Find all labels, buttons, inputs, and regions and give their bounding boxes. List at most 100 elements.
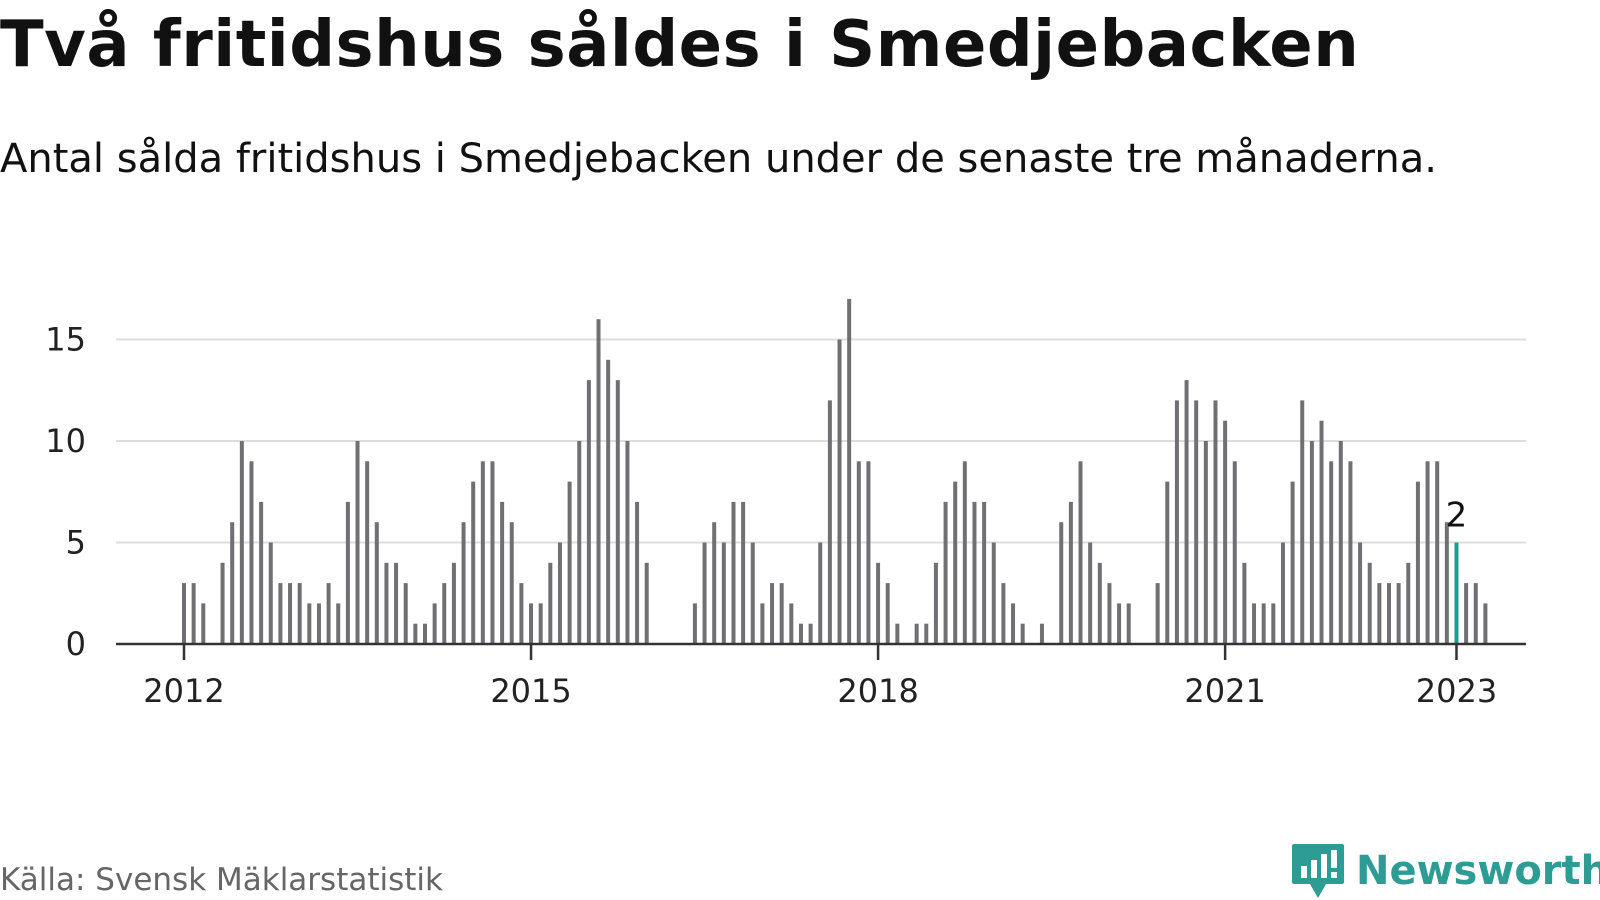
bar xyxy=(1184,380,1189,644)
bar xyxy=(1107,583,1112,644)
bar xyxy=(1473,583,1478,644)
y-tick-label: 10 xyxy=(45,422,86,460)
bar xyxy=(644,562,649,644)
bar xyxy=(1068,501,1073,644)
bar xyxy=(1039,623,1044,644)
bar xyxy=(991,542,996,644)
bar xyxy=(1252,603,1257,644)
bar xyxy=(239,441,244,644)
bar xyxy=(702,542,707,644)
bar xyxy=(567,481,572,644)
bar xyxy=(403,583,408,644)
bar xyxy=(1088,542,1093,644)
bar xyxy=(876,562,881,644)
y-tick-label: 0 xyxy=(66,625,86,663)
bar xyxy=(1242,562,1247,644)
bar xyxy=(1387,583,1391,644)
bar xyxy=(933,562,938,644)
bar xyxy=(182,583,186,644)
bar xyxy=(1165,481,1170,644)
bar xyxy=(1396,583,1401,644)
bar xyxy=(721,542,726,644)
bar xyxy=(1348,461,1353,644)
bar xyxy=(519,583,524,644)
bar xyxy=(1213,400,1218,644)
bar xyxy=(509,522,514,644)
chart-subtitle: Antal sålda fritidshus i Smedjebacken un… xyxy=(0,136,1437,182)
bar xyxy=(692,603,697,644)
bar xyxy=(374,522,379,644)
bar xyxy=(1126,603,1131,644)
bar xyxy=(1454,542,1459,644)
bar xyxy=(345,501,350,644)
bar xyxy=(538,603,543,644)
bar xyxy=(451,562,456,644)
bar xyxy=(413,623,418,644)
bar xyxy=(1464,583,1469,644)
bar xyxy=(1261,603,1266,644)
bar xyxy=(635,501,640,644)
bar xyxy=(1001,583,1006,644)
bar xyxy=(471,481,476,644)
bar xyxy=(355,441,360,644)
bar xyxy=(1329,461,1334,644)
bar xyxy=(1483,603,1488,644)
bar xyxy=(1078,461,1083,644)
y-tick-label: 5 xyxy=(66,524,86,562)
source-note: Källa: Svensk Mäklarstatistik xyxy=(0,862,443,898)
bar xyxy=(731,501,736,644)
brand-logo: Newsworthy xyxy=(1290,842,1600,900)
bar xyxy=(1059,522,1064,644)
bar xyxy=(577,441,582,644)
bar xyxy=(982,501,987,644)
bar xyxy=(972,501,977,644)
bar xyxy=(1280,542,1285,644)
bar xyxy=(760,603,765,644)
bar xyxy=(914,623,919,644)
bar xyxy=(278,583,283,644)
bar xyxy=(461,522,466,644)
bar xyxy=(336,603,341,644)
bar xyxy=(818,542,823,644)
bar xyxy=(365,461,370,644)
bar xyxy=(779,583,784,644)
x-tick-label: 2021 xyxy=(1184,672,1265,710)
bar xyxy=(1367,562,1372,644)
bar xyxy=(808,623,813,644)
bar xyxy=(529,603,534,644)
bar xyxy=(1290,481,1295,644)
bar xyxy=(606,359,611,644)
bar xyxy=(1117,603,1122,644)
bar xyxy=(1300,400,1305,644)
bar xyxy=(500,501,505,644)
bar xyxy=(596,319,601,644)
bar xyxy=(1406,562,1411,644)
bar xyxy=(288,583,293,644)
bar xyxy=(394,562,399,644)
bar xyxy=(1435,461,1440,644)
bar xyxy=(442,583,447,644)
bar xyxy=(943,501,948,644)
bar xyxy=(1194,400,1199,644)
newsworthy-logo-icon xyxy=(1292,844,1344,898)
bar-chart: 0 5 10 15 2012 2015 2018 2021 2023 2 xyxy=(45,298,1526,710)
bar xyxy=(847,298,852,644)
bar xyxy=(326,583,331,644)
bar xyxy=(827,400,832,644)
bar xyxy=(423,623,427,644)
bar xyxy=(1415,481,1420,644)
bar xyxy=(1020,623,1025,644)
bar xyxy=(798,623,803,644)
bar xyxy=(1155,583,1160,644)
bar xyxy=(750,542,755,644)
bar xyxy=(924,623,929,644)
bar xyxy=(712,522,717,644)
last-value-label: 2 xyxy=(1446,496,1468,536)
bar xyxy=(316,603,321,644)
bar xyxy=(1203,441,1208,644)
bar xyxy=(432,603,437,644)
bar xyxy=(249,461,254,644)
y-tick-label: 15 xyxy=(45,321,86,359)
bar xyxy=(220,562,225,644)
bar xyxy=(953,481,958,644)
